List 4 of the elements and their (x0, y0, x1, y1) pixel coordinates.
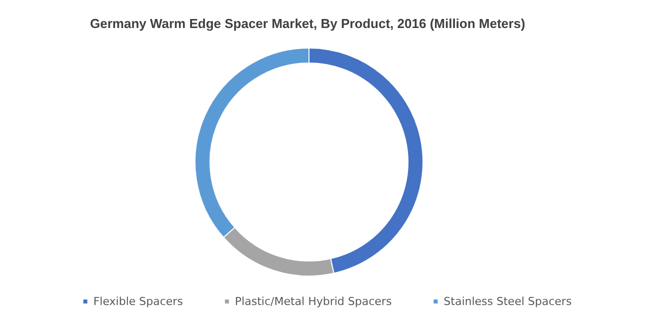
legend-label: Stainless Steel Spacers (444, 295, 572, 308)
chart-title: Germany Warm Edge Spacer Market, By Product, 2016 (Million Meters) (90, 16, 526, 31)
legend-label: Flexible Spacers (93, 295, 184, 308)
legend-label: Plastic/Metal Hybrid Spacers (234, 295, 392, 308)
